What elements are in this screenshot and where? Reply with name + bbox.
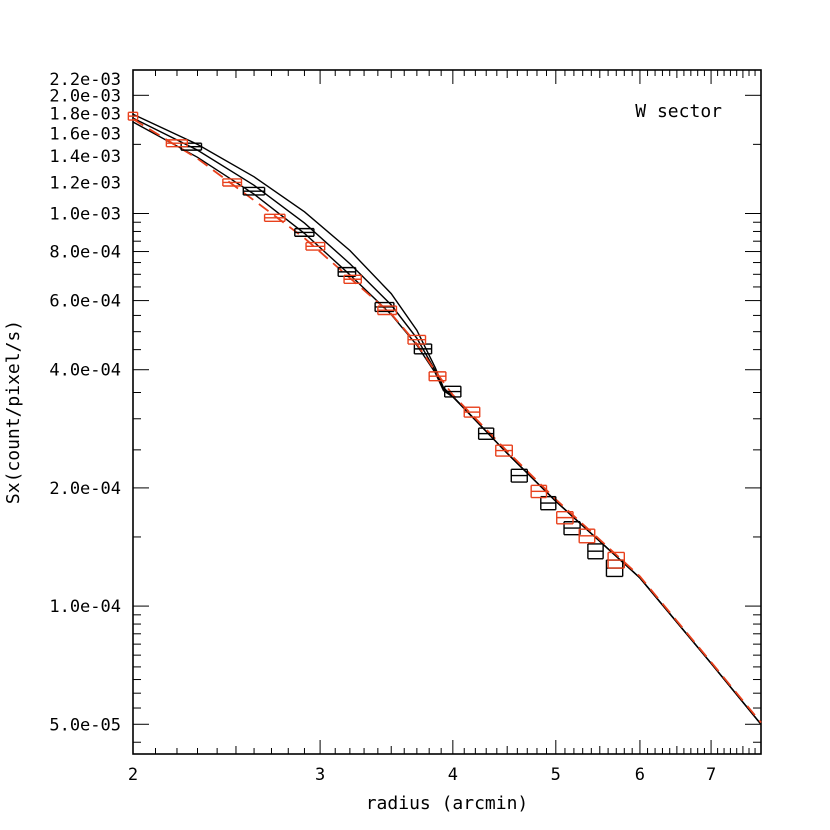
y-tick-label: 2.0e-04 bbox=[49, 479, 121, 499]
data-point bbox=[377, 305, 398, 316]
data-point bbox=[428, 371, 447, 382]
data-point bbox=[294, 227, 315, 237]
data-point bbox=[578, 528, 596, 544]
x-tick-labels: 2 3 4 5 6 7 bbox=[128, 765, 716, 785]
data-point bbox=[343, 274, 362, 285]
data-point bbox=[587, 543, 604, 560]
data-point bbox=[463, 406, 481, 418]
x-tick-label: 7 bbox=[706, 765, 716, 785]
data-point bbox=[530, 484, 548, 499]
data-errorbars bbox=[127, 111, 625, 578]
model-curves bbox=[132, 113, 762, 725]
data-point bbox=[242, 186, 266, 196]
y-tick-label: 1.4e-03 bbox=[49, 147, 121, 167]
y-tick-labels: 5.0e-05 1.0e-04 2.0e-04 4.0e-04 6.0e-04 8.0e-… bbox=[49, 70, 121, 735]
y-tick-label: 1.6e-03 bbox=[49, 124, 121, 144]
x-axis-label: radius (arcmin) bbox=[366, 793, 529, 814]
data-point bbox=[222, 178, 243, 187]
y-tick-label: 1.8e-03 bbox=[49, 104, 121, 124]
data-point bbox=[556, 510, 574, 525]
model-curve-dashed bbox=[132, 118, 762, 724]
sector-annotation: W sector bbox=[635, 101, 722, 122]
y-tick-label: 5.0e-05 bbox=[49, 715, 121, 735]
data-point bbox=[443, 385, 462, 398]
y-tick-label: 8.0e-04 bbox=[49, 243, 121, 263]
y-tick-label: 1.0e-04 bbox=[49, 597, 121, 617]
data-point bbox=[407, 334, 427, 345]
data-point bbox=[263, 213, 286, 223]
y-tick-label: 2.0e-03 bbox=[49, 86, 121, 106]
y-axis-label: Sx(count/pixel/s) bbox=[3, 320, 24, 504]
x-tick-label: 2 bbox=[128, 765, 138, 785]
y-tick-label: 1.2e-03 bbox=[49, 173, 121, 193]
x-tick-label: 3 bbox=[315, 765, 325, 785]
y-tick-label: 1.0e-03 bbox=[49, 204, 121, 224]
data-point bbox=[165, 139, 189, 148]
tick-marks bbox=[132, 70, 762, 754]
x-tick-label: 6 bbox=[635, 765, 645, 785]
data-point bbox=[607, 551, 625, 569]
model-curve-3 bbox=[132, 121, 762, 725]
data-point bbox=[510, 468, 528, 483]
x-tick-label: 5 bbox=[551, 765, 561, 785]
data-point bbox=[495, 444, 513, 457]
plot-frame bbox=[132, 69, 762, 755]
y-tick-label: 4.0e-04 bbox=[49, 361, 121, 381]
x-tick-label: 4 bbox=[448, 765, 458, 785]
data-point bbox=[540, 495, 557, 511]
data-point bbox=[477, 427, 495, 440]
data-point bbox=[127, 111, 139, 121]
y-tick-label: 2.2e-03 bbox=[49, 70, 121, 90]
model-curve-1 bbox=[132, 113, 762, 725]
model-curve-2 bbox=[132, 117, 762, 725]
data-point bbox=[305, 241, 326, 251]
y-tick-label: 6.0e-04 bbox=[49, 292, 121, 312]
